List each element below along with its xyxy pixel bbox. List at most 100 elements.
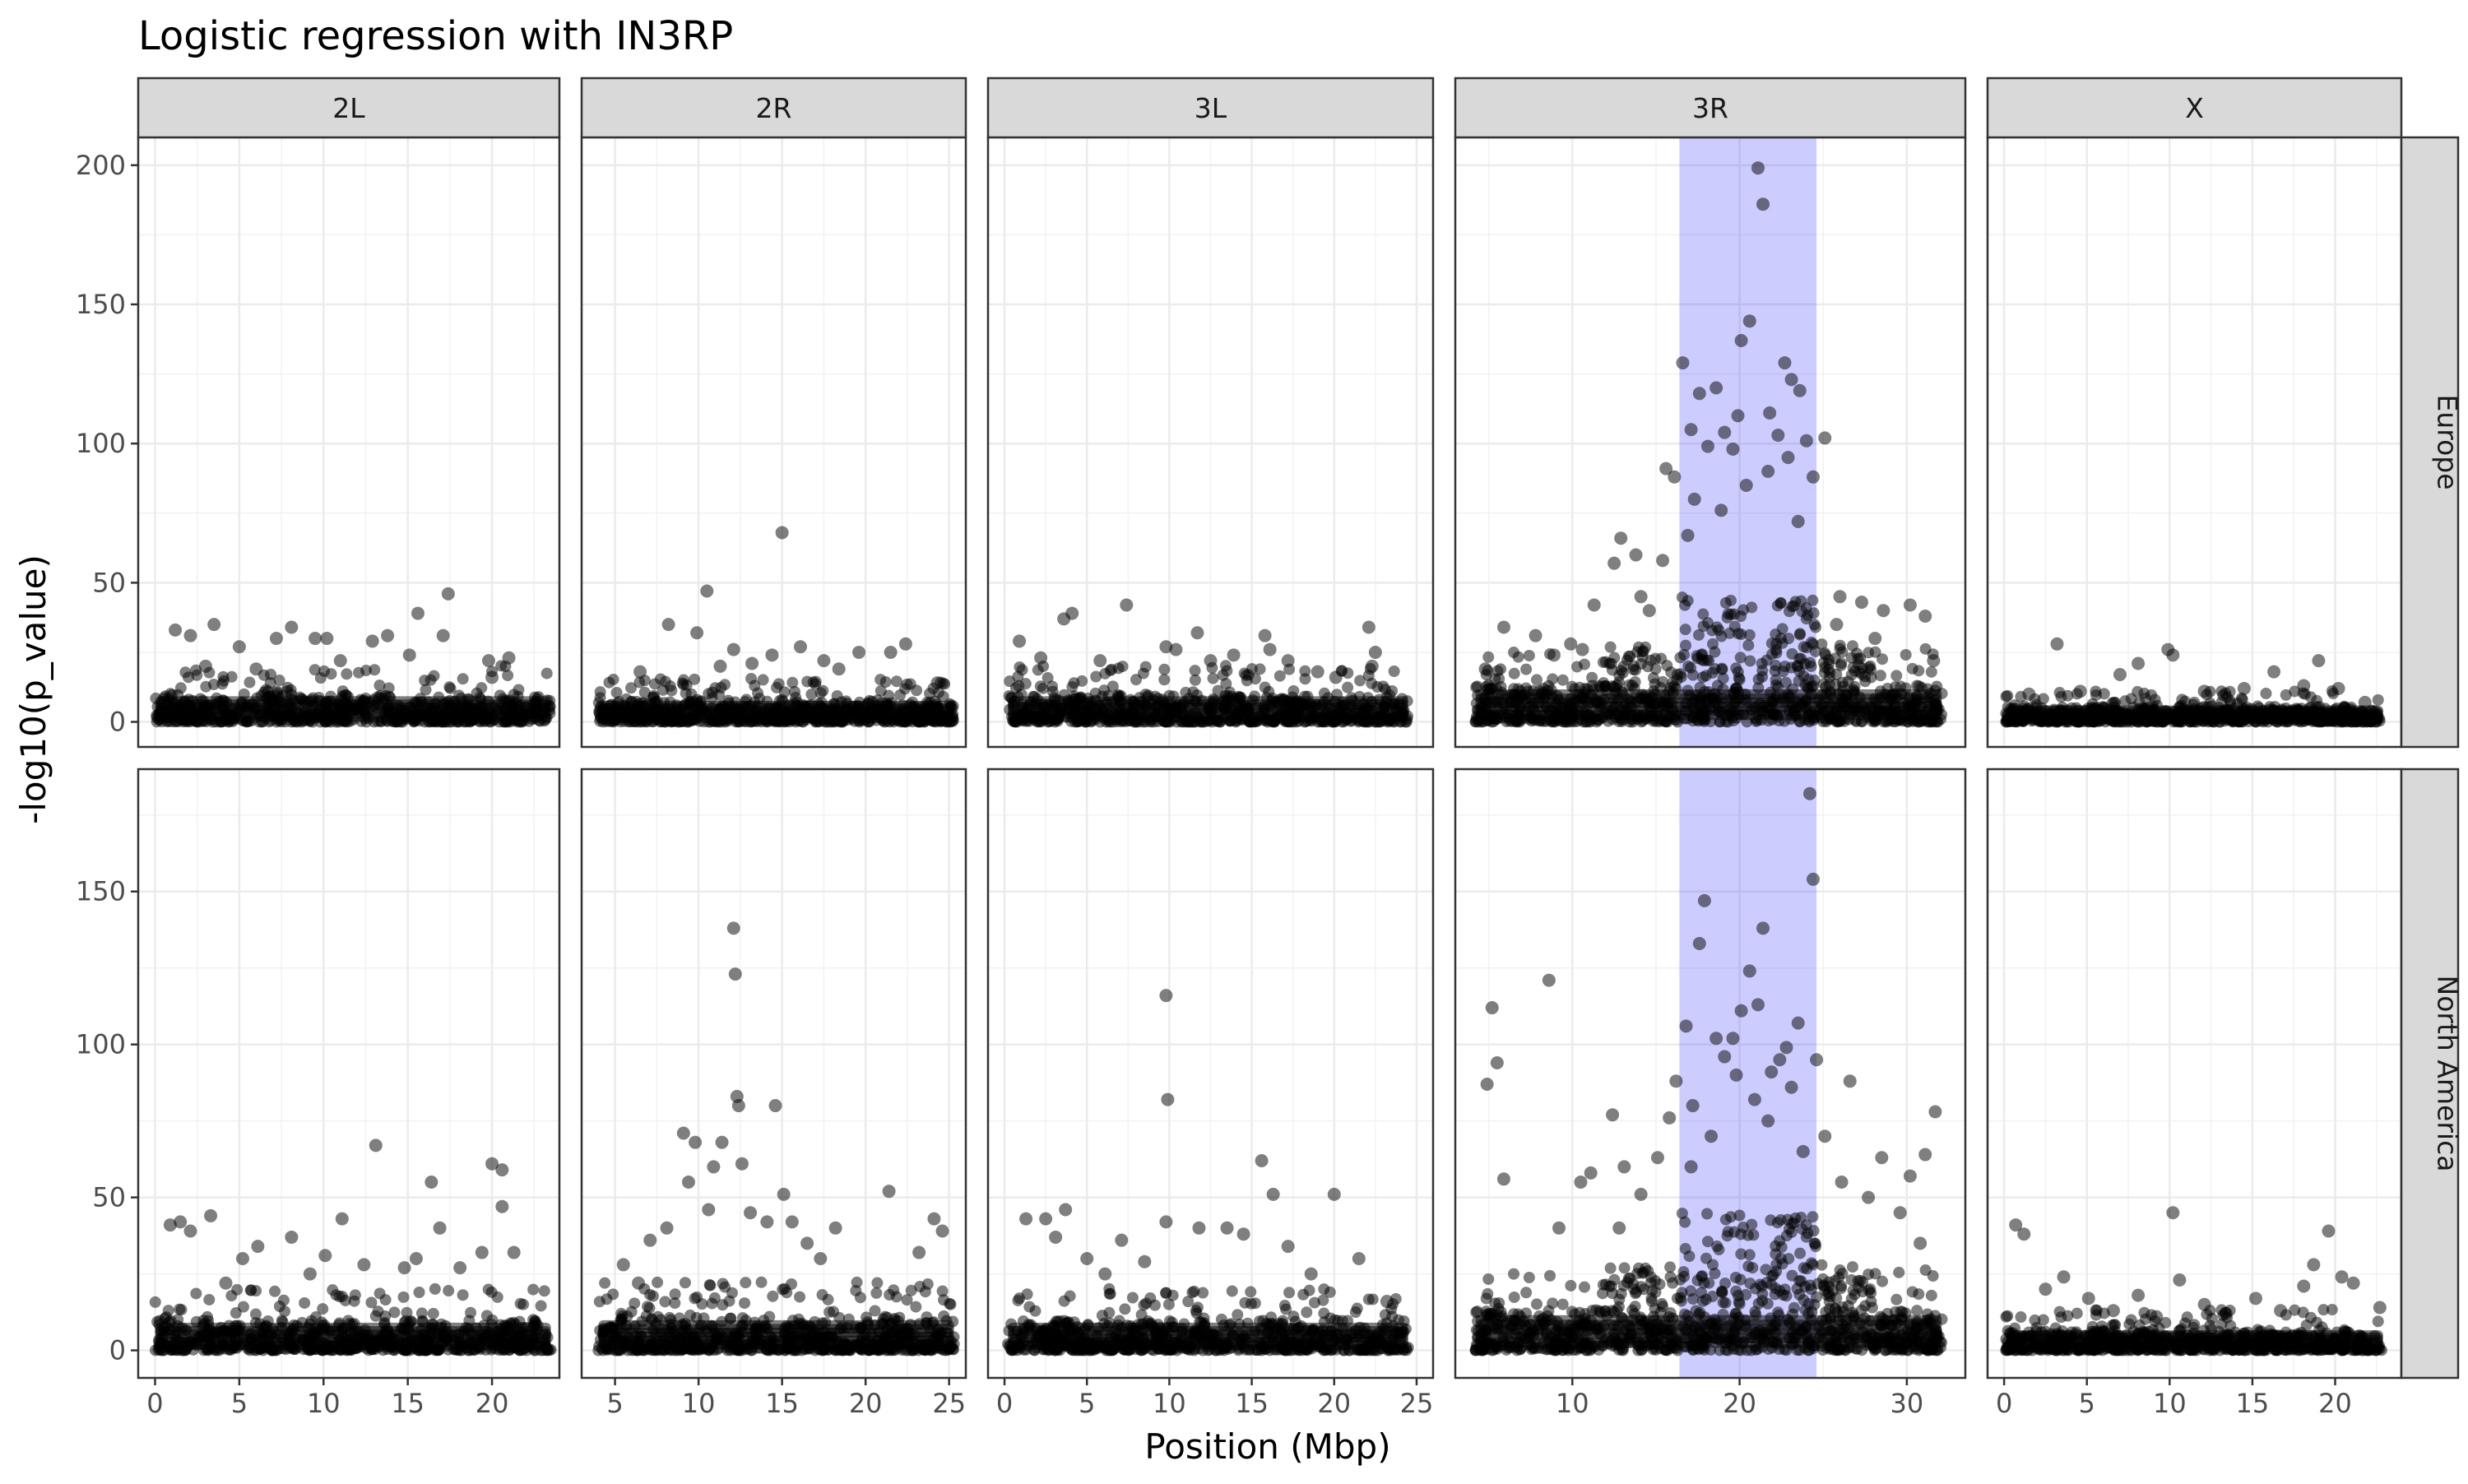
data-point: [381, 629, 394, 642]
data-point: [756, 1277, 768, 1288]
data-point: [175, 682, 187, 693]
data-point: [457, 673, 469, 684]
data-point: [899, 638, 912, 651]
data-point: [1806, 661, 1817, 672]
data-point: [1855, 596, 1868, 609]
data-point: [299, 1297, 310, 1309]
data-point: [207, 618, 220, 631]
data-point: [1614, 531, 1627, 545]
data-point: [269, 1286, 281, 1297]
data-point: [1668, 471, 1681, 484]
y-tick-label: 0: [109, 707, 126, 738]
data-point: [1656, 554, 1669, 567]
data-point: [648, 690, 660, 702]
data-point: [437, 629, 450, 642]
data-point: [536, 1300, 547, 1311]
data-point: [1868, 632, 1881, 645]
data-point: [1696, 649, 1707, 661]
data-point: [411, 607, 424, 620]
data-point: [1676, 356, 1689, 369]
data-point: [1640, 642, 1651, 653]
data-point: [508, 1246, 521, 1259]
data-point: [1649, 653, 1661, 665]
data-point: [517, 1299, 529, 1310]
y-tick-label: 150: [76, 876, 126, 907]
data-point: [601, 1293, 613, 1305]
data-point: [1287, 685, 1299, 697]
data-point: [250, 1285, 262, 1296]
data-point: [767, 1291, 778, 1302]
data-point: [2062, 690, 2073, 702]
data-point: [1707, 638, 1719, 650]
data-point: [1718, 426, 1731, 439]
data-point: [1772, 600, 1784, 611]
data-point: [1630, 549, 1643, 562]
data-point: [1847, 640, 1858, 652]
data-point: [1744, 655, 1756, 666]
data-point: [1904, 598, 1917, 611]
data-point: [317, 1303, 328, 1315]
data-point: [1918, 610, 1932, 623]
data-point: [2238, 682, 2251, 695]
data-point: [1793, 665, 1805, 677]
data-point: [281, 685, 293, 697]
data-point: [1677, 591, 1688, 603]
data-point: [244, 677, 255, 689]
data-point: [740, 1277, 751, 1288]
data-point: [398, 1292, 410, 1303]
data-point: [1497, 621, 1510, 634]
data-point: [2138, 688, 2150, 699]
data-point: [1778, 356, 1791, 369]
data-point: [1830, 618, 1843, 631]
data-point: [1105, 665, 1116, 676]
data-point: [1723, 608, 1734, 619]
data-point: [1482, 652, 1494, 663]
point-cluster: [1475, 689, 1941, 699]
data-point: [696, 1298, 707, 1310]
data-point: [884, 646, 898, 659]
data-point: [655, 673, 666, 684]
data-point: [285, 621, 298, 634]
data-point: [373, 679, 385, 691]
data-point: [1218, 670, 1229, 681]
data-point: [183, 1225, 197, 1238]
data-point: [495, 1163, 508, 1176]
data-point: [1724, 628, 1736, 639]
data-point: [416, 1307, 428, 1319]
data-point: [1547, 673, 1558, 684]
data-point: [765, 648, 778, 661]
y-tick-label: 100: [76, 1029, 126, 1060]
data-point: [1809, 619, 1821, 630]
data-point: [1682, 529, 1695, 542]
panel-europe-3r: [1455, 137, 1965, 747]
data-point: [434, 1222, 447, 1235]
y-tick-label: 200: [76, 150, 126, 181]
data-point: [1342, 682, 1353, 693]
data-point: [1605, 642, 1617, 653]
data-point: [318, 1249, 332, 1262]
data-point: [1588, 598, 1601, 611]
data-point: [1735, 334, 1748, 347]
data-point: [226, 671, 238, 683]
data-point: [203, 1294, 215, 1305]
y-tick-label: 50: [92, 567, 126, 598]
data-point: [1649, 678, 1660, 689]
baseline-points: [150, 1283, 557, 1356]
data-point: [690, 626, 703, 639]
panel-background: [138, 137, 559, 747]
data-point: [1369, 646, 1382, 659]
data-point: [336, 1291, 348, 1302]
data-point: [1782, 451, 1795, 464]
data-point: [2198, 684, 2211, 698]
data-point: [1012, 670, 1023, 682]
data-point: [204, 1209, 217, 1222]
panel-europe-2r: [582, 137, 966, 747]
data-point: [2373, 694, 2384, 706]
data-point: [315, 672, 327, 684]
data-point: [727, 643, 740, 656]
data-point: [745, 656, 758, 670]
data-point: [1529, 629, 1542, 642]
data-point: [633, 677, 645, 689]
data-point: [1093, 654, 1106, 667]
data-point: [1187, 686, 1199, 698]
